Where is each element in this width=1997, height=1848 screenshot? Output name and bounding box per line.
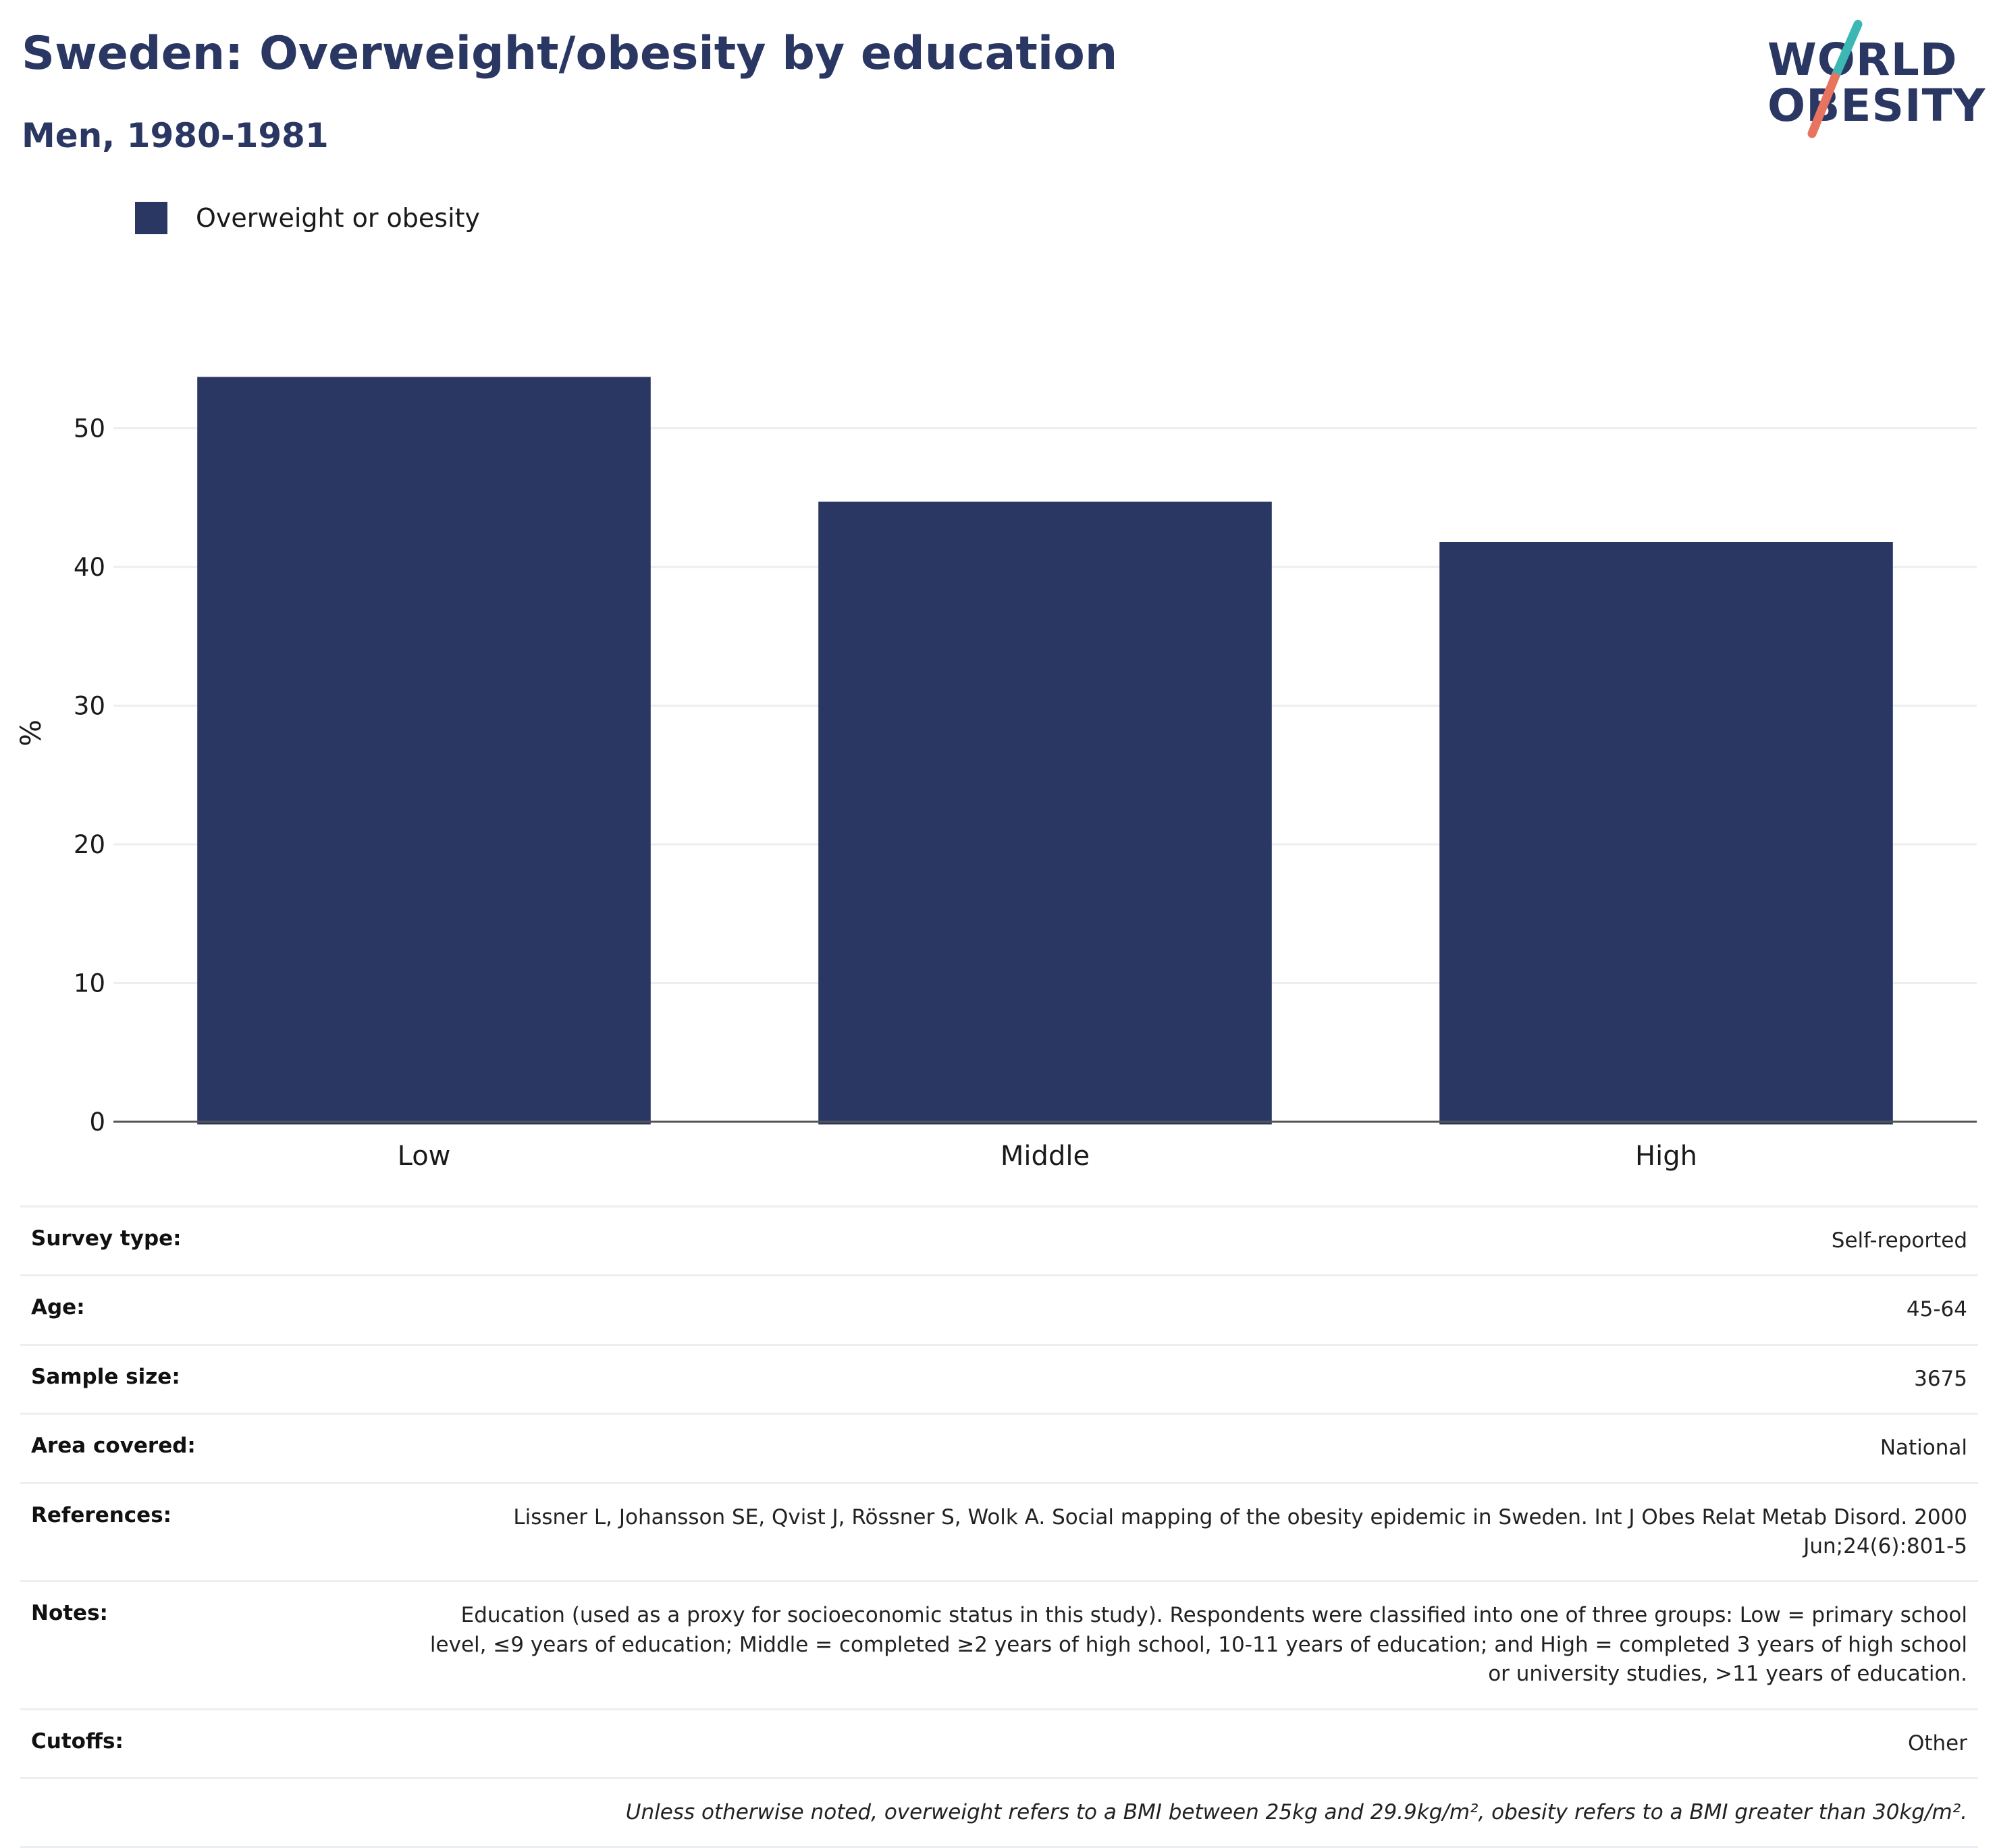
x-tick-label: Middle: [1001, 1141, 1090, 1172]
y-tick-label: 20: [74, 830, 105, 859]
y-axis-label: %: [14, 719, 47, 746]
bar-chart: 0 10 20 30 40 50 Low Middle High %: [14, 377, 1977, 1172]
info-row: Notes: Education (used as a proxy for soc…: [20, 1580, 1978, 1708]
logo-slash-icon: [1807, 20, 1863, 138]
legend-swatch: [135, 202, 167, 234]
chart-title: Sweden: Overweight/obesity by education: [22, 27, 1118, 80]
info-label: References:: [31, 1502, 172, 1527]
info-value: 45-64: [1906, 1297, 1967, 1322]
y-tick-label: 30: [74, 692, 105, 721]
bmi-footnote: Unless otherwise noted, overweight refer…: [625, 1799, 1967, 1824]
survey-info-table: Survey type: Self-reported Age: 45-64 Sample…: [20, 1205, 1978, 1848]
info-row: Age: 45-64: [20, 1274, 1978, 1343]
info-value: Lissner L, Johansson SE, Qvist J, Rössne…: [513, 1504, 1967, 1558]
y-tick-label: 40: [74, 553, 105, 582]
chart-subtitle: Men, 1980-1981: [22, 116, 329, 155]
info-label: Cutoffs:: [31, 1729, 124, 1754]
bar-middle: [818, 501, 1272, 1124]
info-label: Age:: [31, 1295, 85, 1320]
info-row: References: Lissner L, Johansson SE, Qvis…: [20, 1482, 1978, 1581]
y-axis-ticks: 0 10 20 30 40 50: [74, 414, 105, 1137]
info-label: Notes:: [31, 1601, 108, 1626]
y-tick-label: 0: [89, 1108, 105, 1137]
x-tick-label: High: [1635, 1141, 1697, 1172]
x-axis-ticks: Low Middle High: [398, 1141, 1697, 1172]
info-value: 3675: [1914, 1366, 1967, 1391]
info-label: Area covered:: [31, 1434, 196, 1459]
info-label: Sample size:: [31, 1364, 180, 1389]
info-value: National: [1880, 1436, 1967, 1461]
logo-text-world: WORLD: [1767, 34, 1958, 86]
info-row: Sample size: 3675: [20, 1343, 1978, 1413]
bars: [197, 377, 1893, 1124]
world-obesity-logo: WORLD OBESITY: [1755, 19, 1985, 140]
info-value: Self-reported: [1831, 1228, 1967, 1253]
info-value: Other: [1907, 1731, 1967, 1756]
bar-low: [197, 377, 651, 1124]
info-value: Education (used as a proxy for socioecon…: [429, 1603, 1967, 1687]
info-row: Survey type: Self-reported: [20, 1205, 1978, 1274]
bmi-footnote-row: Unless otherwise noted, overweight refer…: [20, 1776, 1978, 1848]
logo-text-obesity: OBESITY: [1767, 80, 1986, 132]
y-tick-label: 50: [74, 414, 105, 443]
x-tick-label: Low: [398, 1141, 451, 1172]
legend-label: Overweight or obesity: [196, 203, 481, 233]
chart-legend: Overweight or obesity: [135, 201, 480, 235]
y-tick-label: 10: [74, 969, 105, 998]
info-label: Survey type:: [31, 1226, 182, 1251]
info-row: Area covered: National: [20, 1413, 1978, 1482]
info-row: Cutoffs: Other: [20, 1708, 1978, 1777]
bar-high: [1439, 542, 1893, 1124]
